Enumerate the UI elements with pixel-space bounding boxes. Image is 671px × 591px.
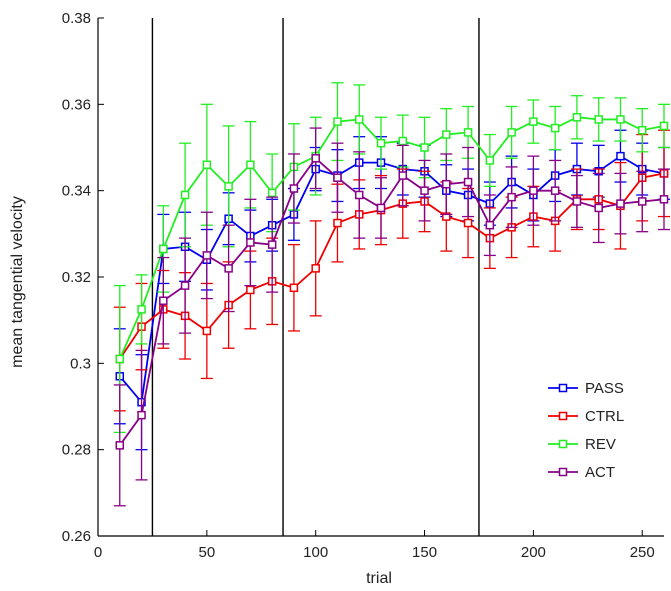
x-tick-label: 100 [303, 544, 328, 561]
x-tick-label: 200 [521, 544, 546, 561]
data-point-marker [267, 240, 277, 249]
data-point-marker [202, 160, 212, 170]
data-point-marker [311, 264, 320, 273]
data-point-marker [311, 154, 320, 163]
data-point-marker [485, 220, 495, 230]
y-tick-label: 0.36 [62, 96, 91, 113]
data-point-marker [333, 173, 342, 182]
data-point-marker [159, 244, 168, 254]
data-point-marker [637, 125, 647, 135]
data-point-marker [529, 186, 538, 195]
data-point-marker [289, 283, 299, 293]
x-tick-label: 50 [199, 544, 216, 561]
series-line [119, 156, 665, 446]
data-point-marker [202, 251, 212, 260]
data-point-marker [246, 160, 255, 170]
data-point-marker [376, 138, 386, 148]
data-point-marker [180, 281, 190, 290]
data-point-marker [420, 143, 429, 152]
data-point-marker [594, 203, 603, 213]
data-point-marker [333, 218, 342, 228]
data-point-marker [159, 296, 168, 305]
series-line [119, 172, 665, 360]
y-tick-label: 0.32 [62, 269, 91, 286]
x-tick-label: 250 [630, 544, 655, 561]
data-point-marker [333, 117, 342, 126]
y-tick-label: 0.38 [62, 10, 91, 27]
legend-label: REV [585, 436, 616, 453]
data-point-marker [659, 195, 669, 204]
series-line [118, 116, 665, 360]
data-point-marker [616, 115, 625, 124]
data-point-marker [637, 197, 647, 206]
data-point-marker [398, 171, 408, 180]
legend-swatch-marker [558, 467, 568, 477]
legend-swatch-marker [558, 411, 568, 421]
series-act [113, 127, 670, 507]
legend-label: PASS [585, 380, 624, 397]
data-point-marker [463, 218, 473, 228]
x-tick-label: 0 [94, 544, 102, 561]
plot-area: 0.26 0.28 0.3 0.32 0.34 0.36 0.38 0 50 100 150 200 2… [62, 10, 670, 561]
data-point-marker [246, 285, 255, 295]
y-tick-label: 0.3 [70, 355, 91, 372]
data-point-marker [550, 123, 560, 133]
data-point-marker [246, 238, 255, 247]
data-point-marker [115, 441, 125, 450]
data-point-marker [550, 186, 560, 195]
data-point-marker [594, 115, 603, 124]
data-point-marker [137, 410, 146, 420]
data-point-marker [420, 186, 429, 195]
data-point-marker [398, 136, 408, 146]
data-point-marker [137, 305, 146, 314]
data-point-marker [529, 117, 538, 126]
data-point-marker [507, 128, 516, 137]
data-point-marker [485, 156, 495, 165]
data-point-marker [115, 354, 125, 364]
data-point-marker [289, 184, 299, 193]
data-point-marker [572, 113, 582, 122]
legend-swatch-marker [558, 439, 568, 449]
data-point-marker [442, 130, 451, 139]
data-point-marker [267, 188, 277, 198]
data-point-marker [659, 121, 669, 131]
legend-swatch-marker [558, 383, 568, 393]
data-point-marker [180, 190, 190, 200]
y-tick-label: 0.28 [62, 442, 91, 459]
data-point-marker [354, 115, 364, 124]
data-point-marker [463, 177, 473, 187]
data-point-marker [224, 264, 233, 273]
series-ctrl [113, 129, 670, 412]
data-point-marker [616, 151, 625, 161]
legend-label: CTRL [585, 408, 624, 425]
data-point-marker [376, 203, 386, 213]
data-point-marker [202, 326, 212, 336]
data-point-marker [572, 197, 582, 206]
y-tick-label: 0.26 [62, 528, 91, 545]
legend: PASS CTRL REV ACT [548, 380, 624, 481]
data-point-marker [616, 199, 625, 208]
y-tick-label: 0.34 [62, 183, 91, 200]
legend-label: ACT [585, 464, 615, 481]
data-point-marker [463, 128, 473, 137]
data-point-marker [354, 190, 364, 200]
x-axis-label: trial [366, 570, 392, 587]
data-point-marker [224, 182, 233, 191]
data-point-marker [507, 192, 516, 202]
data-point-marker [442, 179, 451, 189]
y-axis-label: mean tangential velocity [9, 196, 26, 368]
x-tick-label: 150 [412, 544, 437, 561]
